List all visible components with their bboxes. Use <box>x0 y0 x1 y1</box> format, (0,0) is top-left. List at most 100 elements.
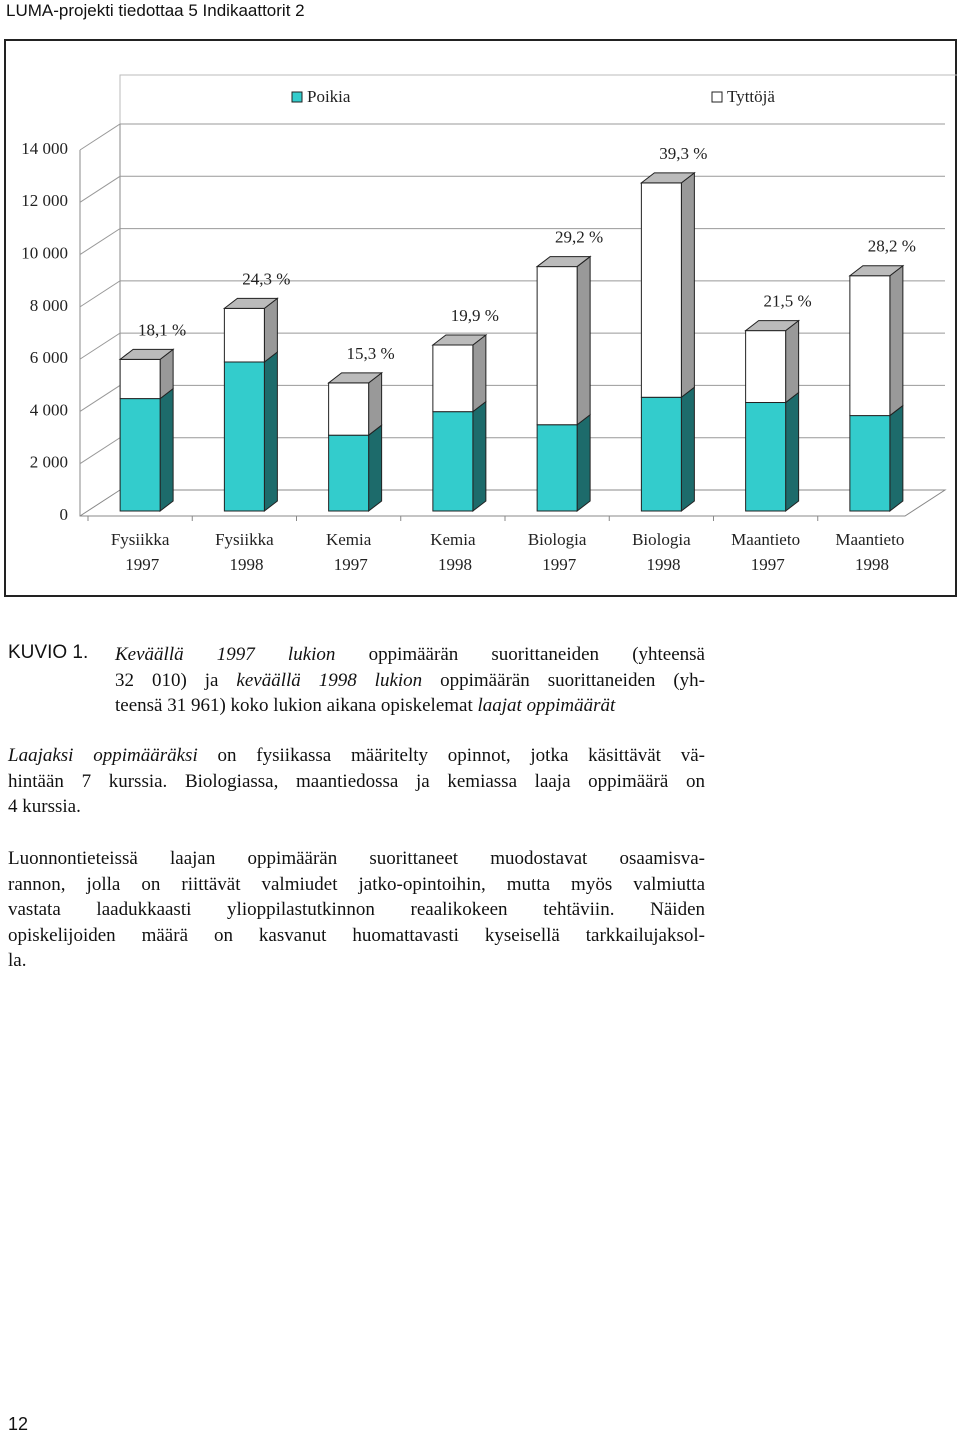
text: laajat oppimäärät <box>477 695 616 716</box>
legend-frame <box>119 74 957 124</box>
line: Laajaksi oppimääräksi on fysiikassa määr… <box>8 743 705 769</box>
bar-top <box>744 320 801 332</box>
text: keväällä 1998 lukion <box>236 669 423 691</box>
bar-top <box>431 334 488 346</box>
bar-side <box>263 297 278 364</box>
bar-side <box>368 424 383 513</box>
text: on fysiikassa määritelty opinnot, jotka … <box>197 745 706 766</box>
bar-top <box>848 265 905 277</box>
text: oppimäärän suorittaneiden (yh- <box>422 669 705 691</box>
text: oppimäärän suorittaneiden (yhteensä <box>335 644 705 665</box>
bar <box>536 424 578 512</box>
caption: Keväällä 1997 lukion oppimäärän suoritta… <box>115 642 705 719</box>
paragraph: Luonnontieteissä laajan oppimäärän suori… <box>8 846 705 974</box>
x-tick-label: Kemia 1997 <box>326 530 372 574</box>
bar <box>849 275 891 417</box>
bar-side <box>576 413 591 513</box>
text: teensä 31 961) koko lukion aikana opiske… <box>115 695 478 716</box>
bar <box>328 434 370 512</box>
x-tick-label: Fysiikka 1998 <box>215 530 274 574</box>
caption-label: KUVIO 1. <box>8 642 89 663</box>
y-tick-label: 6 000 <box>30 348 68 367</box>
bar-side <box>680 386 695 513</box>
line: hintään 7 kurssia. Biologiassa, maantied… <box>8 770 705 792</box>
paragraph: Laajaksi oppimääräksi on fysiikassa määr… <box>8 743 705 820</box>
bar-side <box>368 371 383 437</box>
bar-top <box>639 172 696 184</box>
line: rannon, jolla on riittävät valmiudet jat… <box>8 873 705 895</box>
grid-line <box>79 228 945 255</box>
bar-side <box>785 391 800 513</box>
axis-wall <box>79 124 947 517</box>
total-label: 28,2 % <box>868 237 916 256</box>
bar-side <box>472 333 487 413</box>
x-tick-label: Fysiikka 1997 <box>111 530 170 574</box>
x-tick-label: Maantieto 1998 <box>835 530 904 574</box>
grid-line <box>79 175 945 203</box>
grid-line <box>79 384 945 412</box>
y-tick-label: 14 000 <box>21 139 68 158</box>
grid-line <box>79 437 945 465</box>
legend-label: Tyttöjä <box>727 87 775 106</box>
legend-swatch <box>291 91 303 103</box>
bar-side <box>680 171 695 399</box>
text: Keväällä 1997 lukion <box>115 644 336 665</box>
legend-swatch <box>711 91 723 103</box>
y-tick-label: 2 000 <box>30 453 68 472</box>
line: Luonnontieteissä laajan oppimäärän suori… <box>8 848 705 869</box>
bar-side <box>472 400 487 513</box>
legend-label: Poikia <box>307 87 351 106</box>
chart: 0 2 000 4 000 6 000 8 000 10 000 12 000 14 000 P… <box>4 39 957 597</box>
bar <box>328 382 370 436</box>
x-tick-label: Kemia 1998 <box>430 530 476 574</box>
bar <box>849 415 891 512</box>
y-tick-label: 4 000 <box>30 400 68 419</box>
caption-line: 32 010) ja keväällä 1998 lukion oppimäär… <box>115 668 705 694</box>
bar <box>119 398 161 512</box>
bar <box>119 358 161 400</box>
axis-floor-edge <box>79 489 121 517</box>
total-label: 15,3 % <box>347 344 395 363</box>
bar-side <box>159 387 174 513</box>
text: Laajaksi oppimääräksi <box>8 745 198 766</box>
caption-line: Keväällä 1997 lukion oppimäärän suoritta… <box>115 642 705 668</box>
bar <box>640 182 682 398</box>
x-tick-label: Biologia 1998 <box>632 530 691 574</box>
line: vastata laadukkaasti ylioppilastutkinnon… <box>8 899 705 920</box>
total-label: 19,9 % <box>451 306 499 325</box>
y-tick-label: 10 000 <box>21 243 68 262</box>
bar-side <box>263 350 278 513</box>
bar <box>432 411 474 512</box>
bar <box>745 402 787 512</box>
line: la. <box>8 950 27 971</box>
chart-frame <box>4 39 957 597</box>
y-tick-label: 8 000 <box>30 296 68 315</box>
bar <box>223 307 265 363</box>
bar <box>223 361 265 512</box>
bar <box>536 266 578 426</box>
y-tick-label: 0 <box>60 505 69 524</box>
total-label: 21,5 % <box>764 292 812 311</box>
grid-line <box>79 123 945 151</box>
bar-top <box>535 256 592 268</box>
total-label: 18,1 % <box>138 320 186 339</box>
bar-side <box>889 404 904 513</box>
grid-line <box>79 280 945 308</box>
x-tick-label: Biologia 1997 <box>528 530 587 574</box>
bar-top <box>327 372 384 384</box>
caption-line: teensä 31 961) koko lukion aikana opiske… <box>115 693 705 719</box>
bar <box>640 396 682 512</box>
y-tick-label: 12 000 <box>21 191 68 210</box>
grid-line <box>79 332 945 360</box>
bar-side <box>785 319 800 404</box>
bar <box>745 330 787 404</box>
header: LUMA-projekti tiedottaa 5 Indikaattorit … <box>6 1 305 20</box>
total-label: 39,3 % <box>659 144 707 163</box>
text: 32 010) ja <box>115 669 237 691</box>
line: opiskelijoiden määrä on kasvanut huomatt… <box>8 924 705 946</box>
total-label: 29,2 % <box>555 227 603 246</box>
bar-side <box>889 264 904 417</box>
line: 4 kurssia. <box>8 796 81 817</box>
x-tick-label: Maantieto 1997 <box>731 530 800 574</box>
